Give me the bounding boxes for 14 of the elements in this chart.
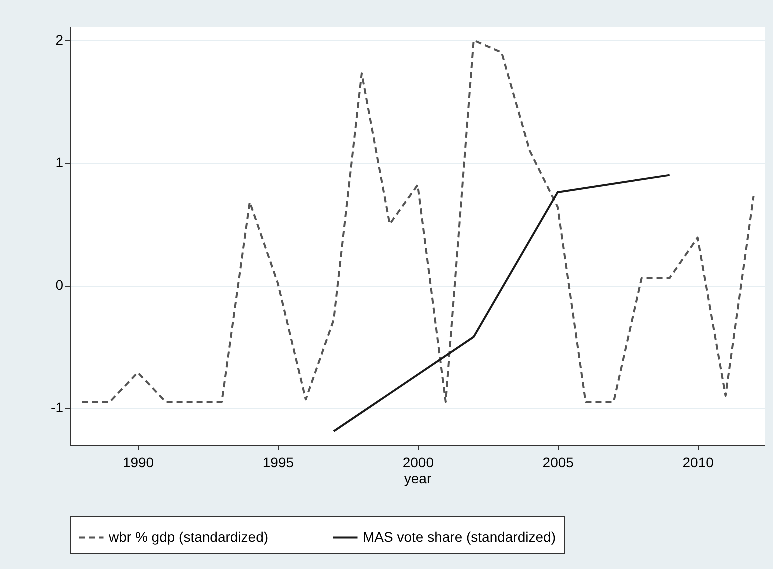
legend-label: wbr % gdp (standardized) [108,528,269,545]
y-tick-label: 0 [56,277,64,294]
line-series [81,39,755,404]
y-tick-label: -1 [51,400,64,416]
x-tick-label: 2000 [402,454,434,470]
y-tick-label: 2 [56,32,64,48]
x-tick-label: 2010 [682,454,714,470]
x-axis-title: year [404,470,432,486]
legend-label: MAS vote share (standardized) [363,528,556,545]
y-tick-label: 1 [56,154,64,171]
x-tick-label: 2005 [542,454,574,470]
line-series [332,174,671,433]
x-tick-label: 1990 [122,454,154,470]
x-tick-label: 1995 [262,454,294,470]
